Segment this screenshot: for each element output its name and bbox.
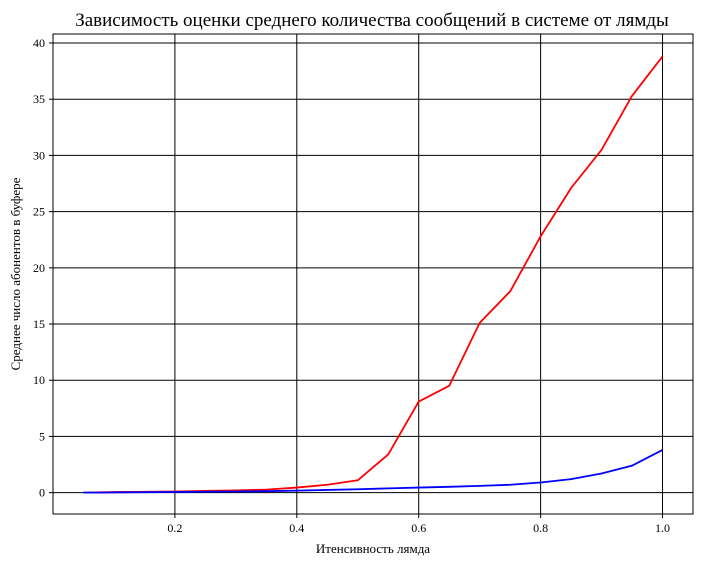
x-tick-label: 0.4: [289, 521, 304, 535]
y-tick-label: 5: [39, 429, 45, 443]
x-tick-label: 0.8: [533, 521, 548, 535]
y-tick-label: 35: [33, 92, 45, 106]
chart-title: Зависимость оценки среднего количества с…: [75, 10, 669, 31]
plot-frame: [52, 33, 694, 515]
y-tick-label: 20: [33, 261, 45, 275]
y-axis-label: Среднее число абонентов в буфере: [8, 177, 23, 370]
y-tick-label: 25: [33, 205, 45, 219]
x-axis: 0.2 0.4 0.6 0.8 1.0: [167, 514, 670, 535]
y-tick-label: 10: [33, 373, 45, 387]
x-tick-label: 0.6: [411, 521, 426, 535]
x-axis-label: Итенсивность лямда: [316, 541, 430, 556]
plot-series: [83, 55, 664, 494]
y-tick-label: 15: [33, 317, 45, 331]
y-axis: 0 5 10 15 20 25 30 35 40: [33, 36, 53, 500]
y-tick-label: 40: [33, 36, 45, 50]
series-line-2: [83, 449, 663, 494]
y-tick-label: 30: [33, 148, 45, 162]
x-tick-label: 1.0: [655, 521, 670, 535]
y-tick-label: 0: [39, 486, 45, 500]
x-tick-label: 0.2: [167, 521, 182, 535]
